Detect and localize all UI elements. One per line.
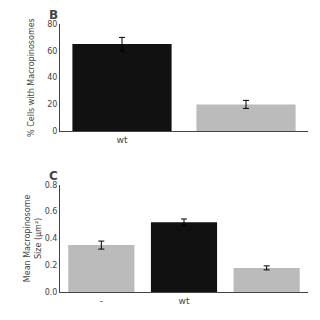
svg-text:0.4: 0.4 <box>45 234 58 243</box>
svg-text:0: 0 <box>52 127 57 136</box>
svg-text:wt: wt <box>179 296 190 306</box>
svg-text:-: - <box>100 296 103 306</box>
svg-text:40: 40 <box>47 73 57 82</box>
svg-text:Mean MacropinosomeSize (μm²): Mean MacropinosomeSize (μm²) <box>23 195 42 283</box>
svg-text:% Cells with Macropinosomes: % Cells with Macropinosomes <box>27 18 36 137</box>
svg-text:B: B <box>49 8 58 22</box>
svg-text:0.2: 0.2 <box>45 261 58 270</box>
svg-text:80: 80 <box>47 20 57 29</box>
svg-text:0.0: 0.0 <box>45 288 58 297</box>
svg-text:20: 20 <box>47 100 57 109</box>
svg-text:C: C <box>49 169 58 183</box>
svg-text:60: 60 <box>47 47 57 56</box>
svg-text:0.6: 0.6 <box>45 207 58 216</box>
svg-text:0.8: 0.8 <box>45 181 58 190</box>
svg-text:wt: wt <box>117 135 128 145</box>
